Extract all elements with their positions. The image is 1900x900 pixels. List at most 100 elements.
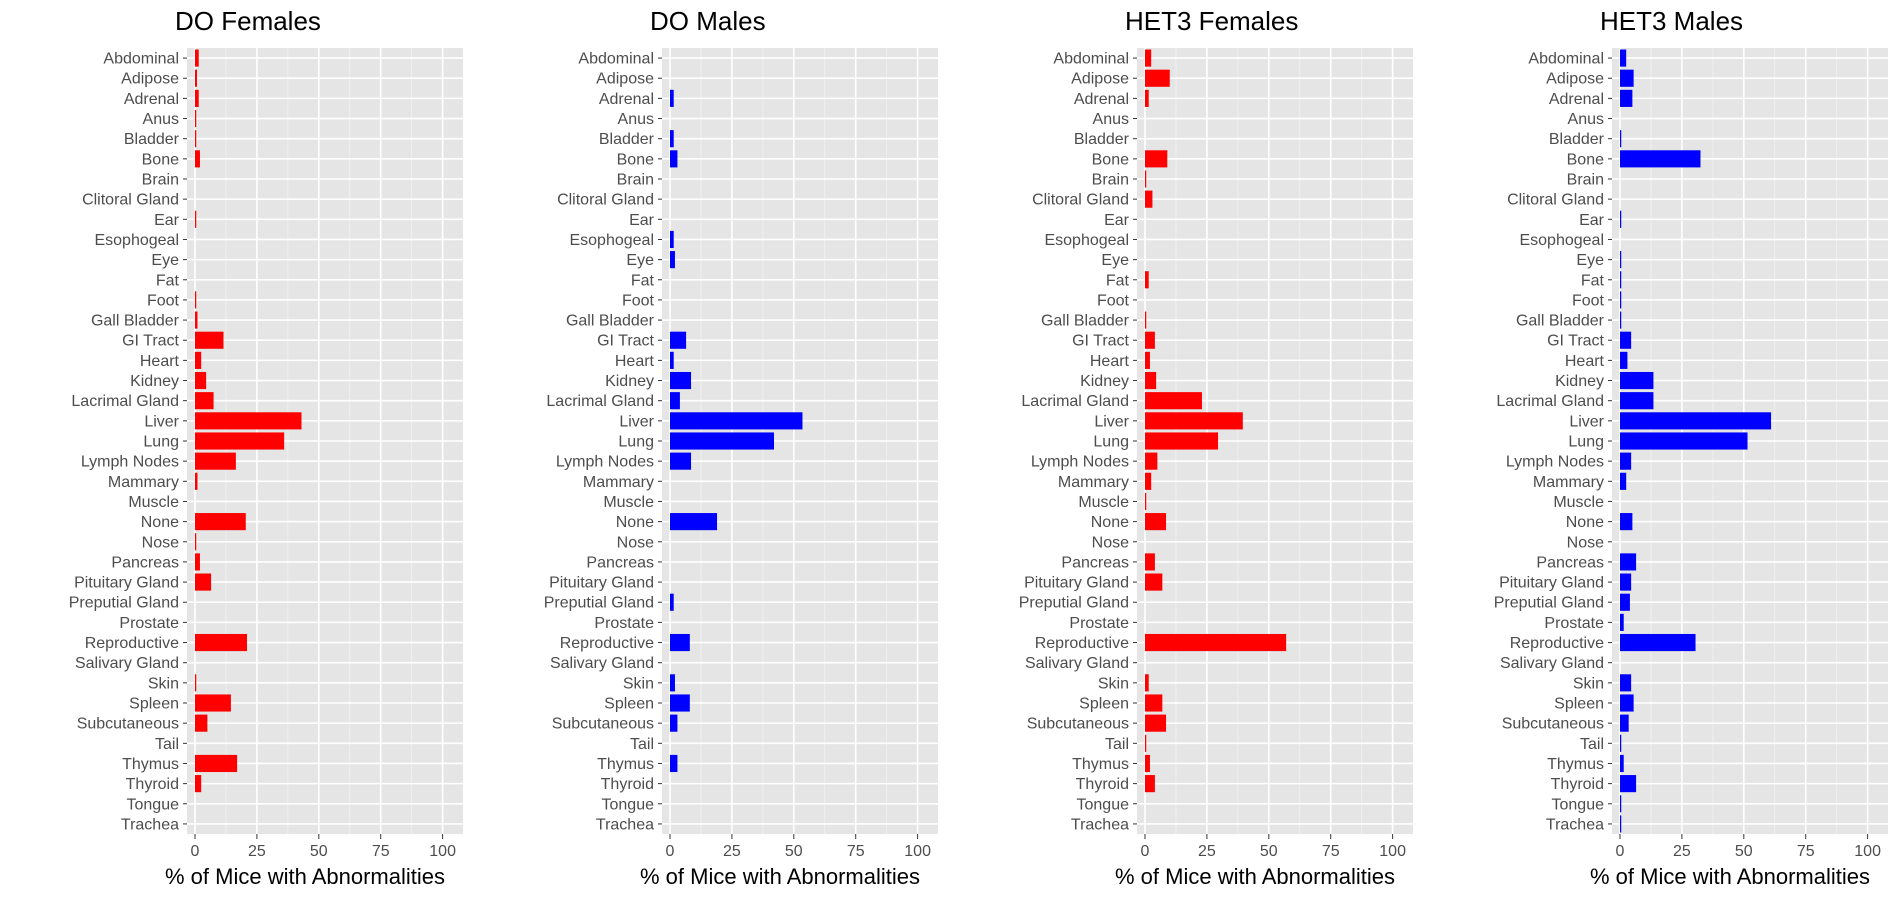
x-tick-label: 25: [723, 843, 741, 860]
category-label: Thymus: [1072, 756, 1129, 773]
category-label: Subcutaneous: [552, 716, 654, 733]
bar-spleen: [195, 694, 231, 712]
category-label: Esophogeal: [1044, 232, 1129, 249]
bar-bone: [195, 150, 200, 168]
bar-subcutaneous: [1620, 714, 1629, 732]
category-label: Trachea: [596, 816, 654, 833]
x-tick-label: 100: [1854, 843, 1881, 860]
bar-thymus: [1145, 754, 1150, 773]
category-label: Preputial Gland: [69, 595, 179, 612]
bar-none: [195, 513, 246, 531]
category-label: Adipose: [596, 71, 654, 88]
bar-adipose: [195, 69, 197, 87]
category-label: Thyroid: [1076, 776, 1129, 793]
category-label: Bladder: [124, 131, 180, 148]
category-label: Liver: [1569, 413, 1604, 430]
bar-nose: [195, 533, 197, 551]
bar-prostate: [1620, 613, 1624, 631]
category-label: None: [616, 514, 654, 531]
category-label: Mammary: [1533, 474, 1604, 491]
category-label: Abdominal: [1053, 51, 1129, 68]
bar-lung: [1620, 432, 1748, 450]
bar-gall-bladder: [195, 311, 198, 329]
category-label: Thyroid: [601, 776, 654, 793]
category-label: Bone: [1567, 151, 1604, 168]
bar-spleen: [1620, 694, 1634, 712]
category-label: Adipose: [1071, 71, 1129, 88]
bar-thyroid: [1620, 775, 1637, 793]
bar-preputial-gland: [670, 593, 674, 611]
category-label: Eye: [1576, 252, 1604, 269]
bar-thyroid: [1145, 775, 1155, 793]
panel-3: Abdominal Adipose Adrenal Anus Bladder Bone Br…: [1494, 6, 1888, 889]
bar-skin: [195, 674, 197, 692]
category-label: Anus: [1568, 111, 1604, 128]
category-label: Abdominal: [103, 51, 179, 68]
bar-bone: [670, 150, 678, 168]
category-label: Tail: [1580, 736, 1604, 753]
category-label: Abdominal: [1528, 51, 1604, 68]
bar-pancreas: [195, 553, 200, 571]
category-label: Spleen: [604, 696, 654, 713]
bar-liver: [670, 412, 803, 430]
category-label: Lacrimal Gland: [71, 393, 179, 410]
bar-fat: [1620, 271, 1622, 289]
bar-subcutaneous: [1145, 714, 1167, 732]
bar-gi-tract: [1620, 331, 1632, 349]
category-label: Skin: [148, 675, 179, 692]
panel-title: DO Males: [650, 6, 766, 36]
bar-kidney: [1620, 371, 1654, 390]
bar-eye: [670, 251, 675, 269]
bar-thyroid: [195, 775, 202, 793]
category-label: Spleen: [1079, 696, 1129, 713]
category-label: Anus: [1093, 111, 1129, 128]
bar-adrenal: [1620, 89, 1633, 107]
panel-0: Abdominal Adipose Adrenal Anus Bladder Bone Br…: [69, 6, 463, 889]
bar-reproductive: [670, 633, 690, 652]
bar-lacrimal-gland: [1145, 392, 1202, 410]
bar-pituitary-gland: [195, 573, 212, 591]
category-label: Spleen: [1554, 696, 1604, 713]
category-label: Muscle: [1078, 494, 1129, 511]
x-tick-label: 0: [666, 843, 675, 860]
bar-spleen: [1145, 694, 1163, 712]
panel-title: DO Females: [175, 6, 321, 36]
category-label: Salivary Gland: [75, 655, 179, 672]
category-label: Foot: [622, 292, 655, 309]
x-tick-label: 75: [372, 843, 390, 860]
category-label: Skin: [1098, 675, 1129, 692]
bar-thymus: [195, 754, 238, 773]
category-label: Lung: [618, 434, 654, 451]
bar-mammary: [195, 472, 198, 490]
bar-adrenal: [195, 89, 199, 107]
category-label: Muscle: [603, 494, 654, 511]
category-label: Subcutaneous: [1027, 716, 1129, 733]
category-label: Lymph Nodes: [1506, 454, 1604, 471]
category-label: Mammary: [1058, 474, 1129, 491]
category-label: Tail: [1105, 736, 1129, 753]
category-label: Reproductive: [85, 635, 179, 652]
category-label: Trachea: [1546, 816, 1604, 833]
category-label: Heart: [140, 353, 180, 370]
bar-lymph-nodes: [1145, 452, 1158, 470]
category-label: Pancreas: [111, 554, 179, 571]
category-label: Foot: [1572, 292, 1605, 309]
category-label: Pituitary Gland: [549, 575, 654, 592]
category-label: Prostate: [1544, 615, 1604, 632]
category-label: Tongue: [1552, 796, 1605, 813]
x-tick-label: 0: [1141, 843, 1150, 860]
category-label: Reproductive: [560, 635, 654, 652]
category-label: Clitoral Gland: [557, 192, 654, 209]
bar-reproductive: [1145, 633, 1287, 652]
bar-spleen: [670, 694, 690, 712]
category-label: Esophogeal: [94, 232, 179, 249]
bar-adipose: [1145, 69, 1170, 87]
bar-skin: [670, 674, 675, 692]
bar-mammary: [1145, 472, 1152, 490]
category-label: Skin: [1573, 675, 1604, 692]
category-label: Clitoral Gland: [1032, 192, 1129, 209]
category-label: Heart: [615, 353, 655, 370]
category-label: Pancreas: [1536, 554, 1604, 571]
bar-abdominal: [1620, 49, 1627, 67]
category-label: Muscle: [1553, 494, 1604, 511]
